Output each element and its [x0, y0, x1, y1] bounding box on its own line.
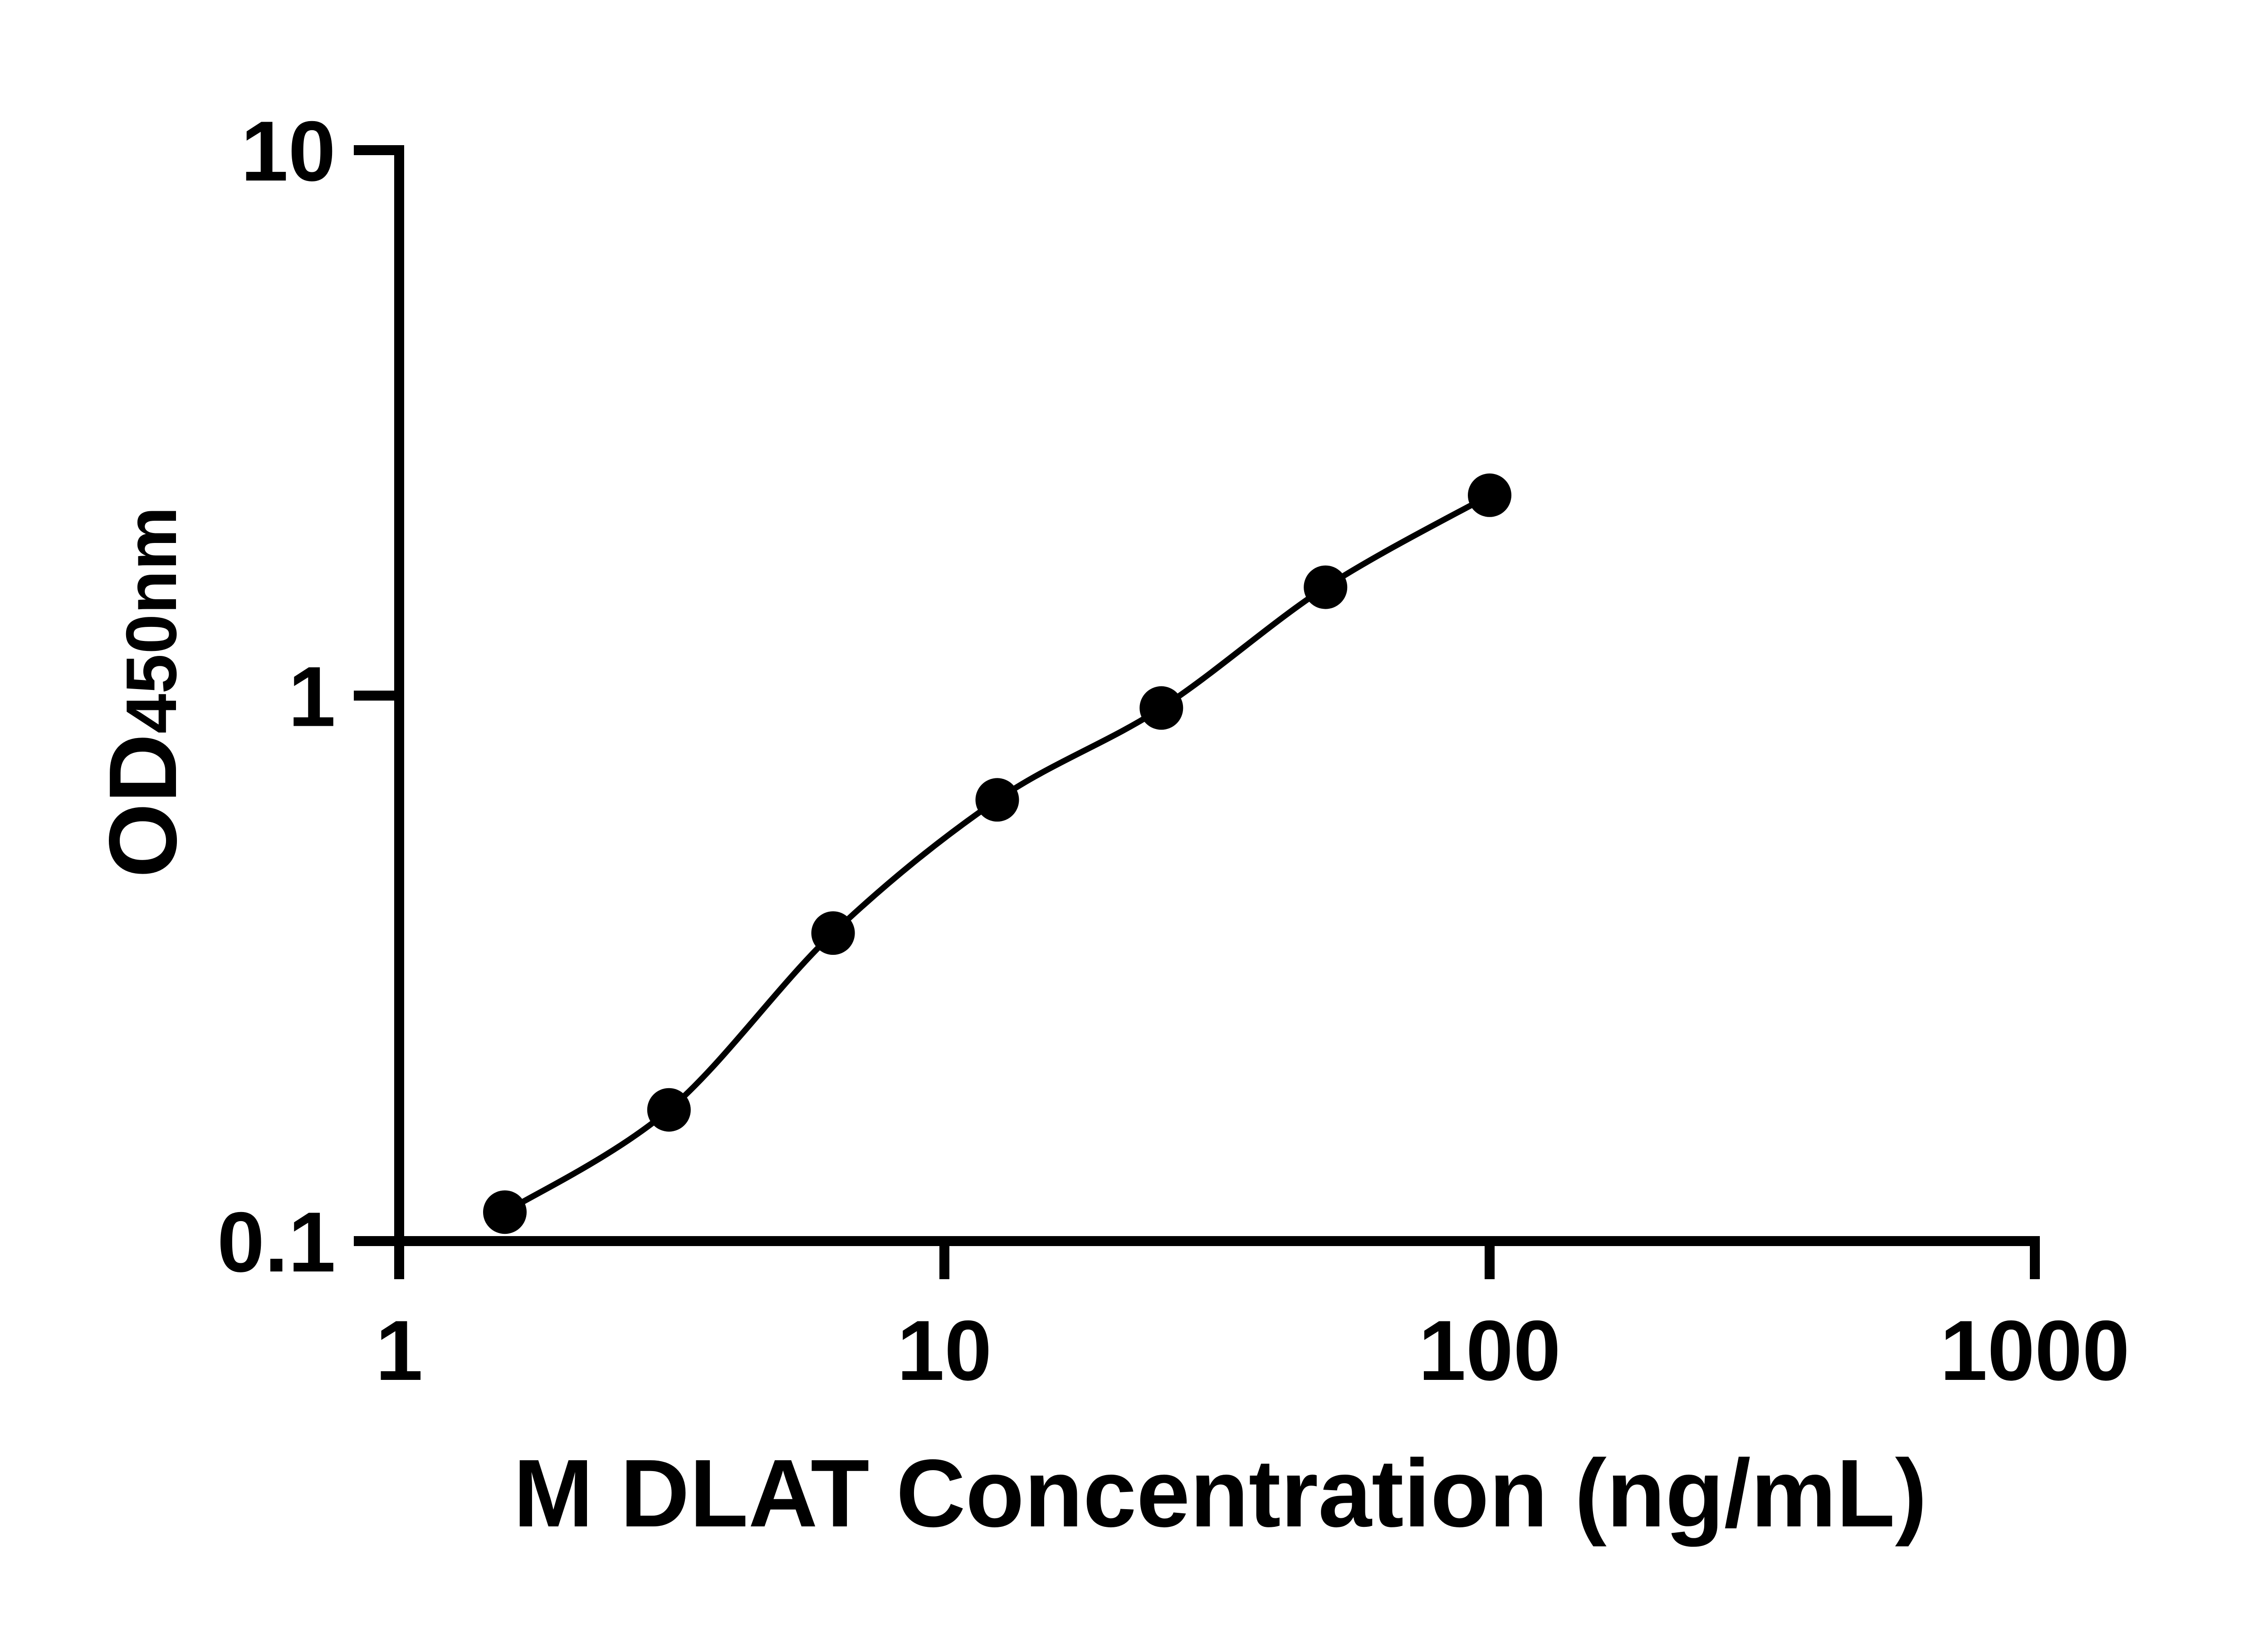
y-axis: 10 1 0.1: [217, 103, 404, 1290]
x-axis: 1 10 100 1000: [354, 1236, 2130, 1398]
x-tick-label: 1000: [1940, 1303, 2130, 1398]
data-point: [647, 1088, 691, 1132]
y-axis-tick-labels: 10 1 0.1: [217, 103, 336, 1290]
data-series: [483, 473, 1511, 1234]
data-point: [811, 911, 855, 955]
y-axis-title-sub: 450nm: [112, 507, 191, 734]
x-axis-tick-labels: 1 10 100 1000: [376, 1303, 2130, 1398]
data-point: [483, 1190, 527, 1234]
x-axis-title: M DLAT Concentration (ng/mL): [513, 1439, 1927, 1547]
y-axis-title: OD450nm: [89, 507, 196, 878]
y-tick-label: 1: [288, 649, 336, 744]
data-point: [1304, 565, 1348, 609]
x-axis-ticks: [394, 1241, 2040, 1279]
y-tick-label: 0.1: [217, 1194, 336, 1290]
y-axis-title-main: OD: [89, 733, 196, 878]
data-point: [975, 778, 1019, 822]
y-tick-label: 10: [241, 103, 336, 199]
data-point: [1468, 473, 1511, 517]
x-tick-label: 10: [897, 1303, 992, 1398]
data-points: [483, 473, 1511, 1234]
x-tick-label: 1: [376, 1303, 423, 1398]
x-tick-label: 100: [1418, 1303, 1561, 1398]
data-point: [1139, 686, 1183, 730]
